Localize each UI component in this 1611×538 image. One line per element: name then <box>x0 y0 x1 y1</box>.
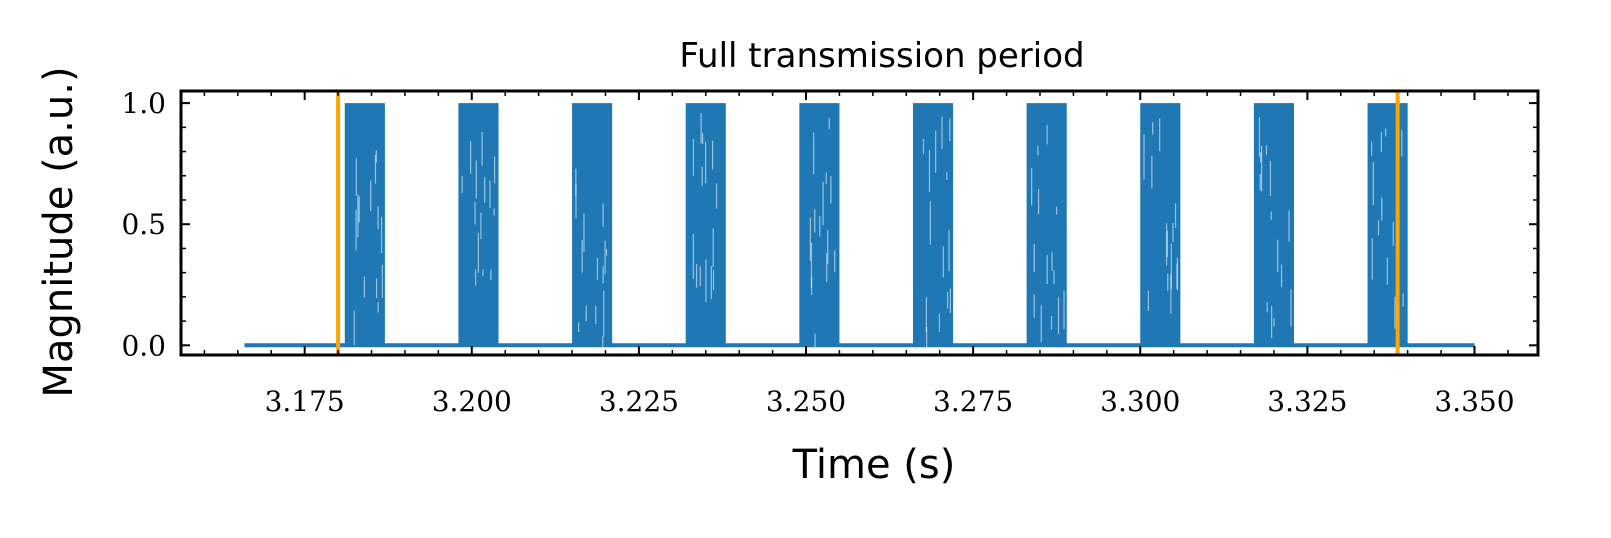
y-axis-label: Magnitude (a.u.) <box>36 66 82 397</box>
x-tick-label: 3.300 <box>1100 385 1180 418</box>
signal-burst-9 <box>1253 103 1295 346</box>
y-tick-label: 0.5 <box>121 208 166 241</box>
signal-burst-6 <box>912 103 954 355</box>
signal-burst-1 <box>344 103 385 346</box>
plot-frame <box>179 89 1540 357</box>
signal-burst-10 <box>1367 103 1408 346</box>
chart-title: Full transmission period <box>679 36 1084 76</box>
x-tick-label: 3.200 <box>432 385 512 418</box>
signal-burst-5 <box>799 103 840 349</box>
y-tick-label: 0.0 <box>121 329 166 362</box>
signal-burst-2 <box>458 103 499 346</box>
signal-series <box>244 103 1475 355</box>
x-tick-label: 3.175 <box>265 385 345 418</box>
signal-burst-4 <box>685 103 726 346</box>
y-tick-label: 1.0 <box>121 87 166 120</box>
x-tick-label: 3.325 <box>1267 385 1347 418</box>
x-tick-label: 3.250 <box>766 385 846 418</box>
signal-burst-7 <box>1026 103 1067 346</box>
x-tick-label: 3.350 <box>1434 385 1514 418</box>
x-tick-label: 3.275 <box>933 385 1013 418</box>
x-axis-label: Time (s) <box>792 442 956 488</box>
signal-burst-8 <box>1140 103 1181 346</box>
signal-burst-3 <box>572 103 613 355</box>
x-tick-label: 3.225 <box>599 385 679 418</box>
plot-area: 3.175 3.200 3.225 3.250 3.275 3.300 3.325 3.350… <box>121 87 1540 418</box>
